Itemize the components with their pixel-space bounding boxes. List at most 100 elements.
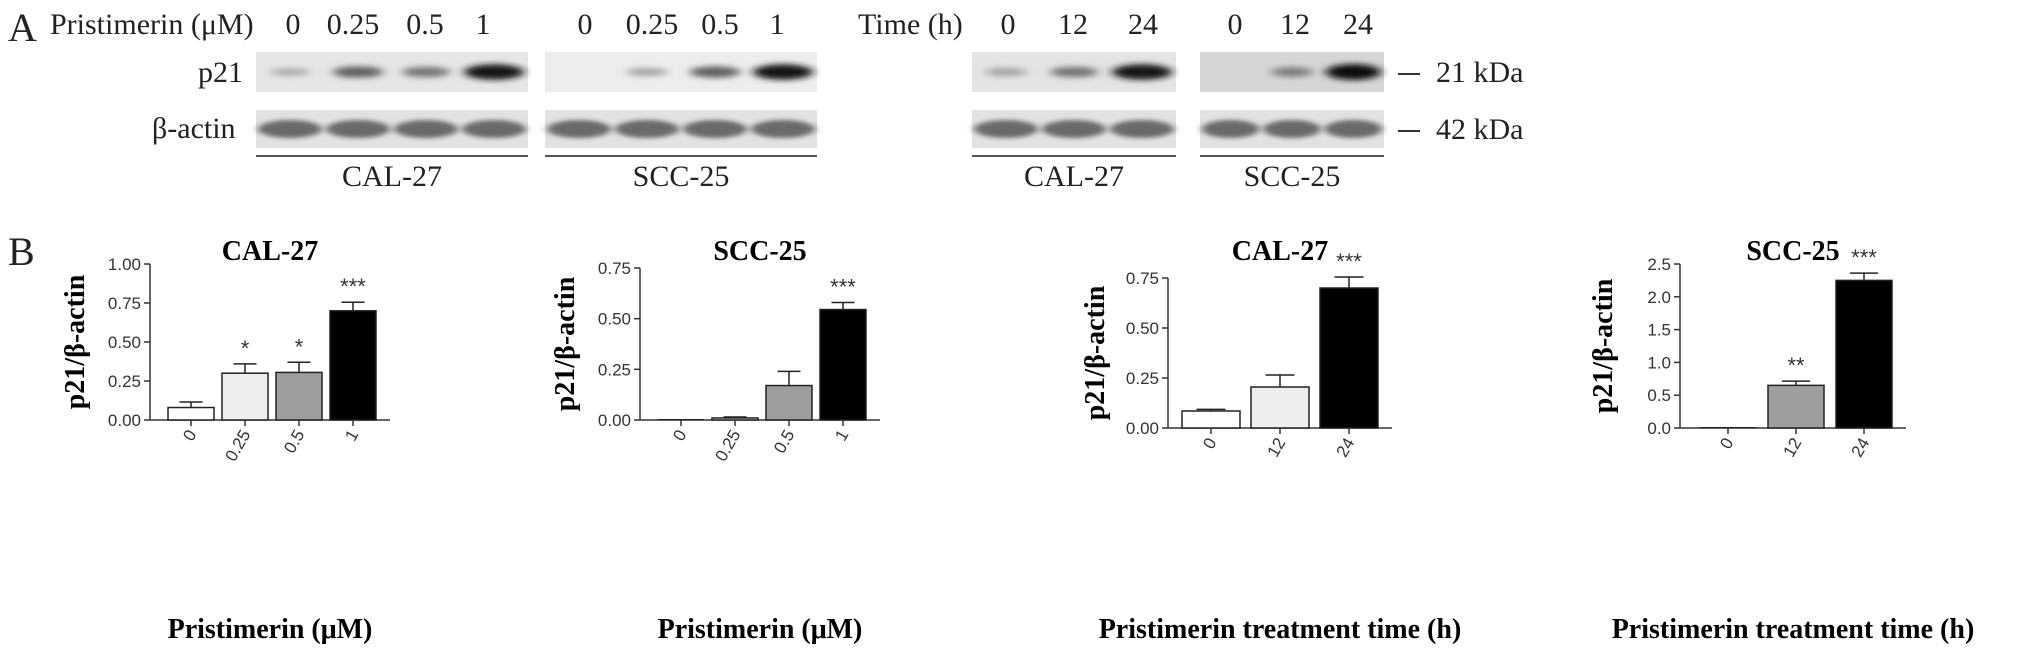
x-axis-label: Pristimerin (μM) (168, 614, 373, 645)
p21-band (689, 66, 741, 78)
bar (1319, 287, 1379, 429)
cell-line-label-time-scc25: SCC-25 (1243, 160, 1341, 193)
p21-band (463, 64, 525, 80)
y-axis-label: p21/β-actin (550, 276, 581, 411)
p21-band (984, 68, 1028, 76)
bar-chart-2: SCC-25 0.00 0.25 0.50 0.75 p21/β-actin 0 0.25 0.… (550, 236, 880, 645)
y-tick-label: 0.50 (108, 333, 141, 352)
time-scc25-cond-0: 0 (1227, 8, 1243, 41)
x-axis-label: Pristimerin treatment time (h) (1612, 614, 1975, 645)
bar-chart-1: CAL-27 0.00 0.25 0.50 0.75 1.00 p21/β-actin 0 * 0… (60, 236, 390, 645)
x-tick-label: 0 (669, 427, 690, 445)
p21-band (625, 68, 669, 76)
dose-scc25-cond-2: 0.5 (701, 8, 739, 41)
dose-header: Pristimerin (μM) (50, 8, 254, 41)
bar (1835, 279, 1893, 429)
dose-scc25-cond-1: 0.25 (625, 8, 679, 41)
bar (329, 310, 377, 421)
actin-band (258, 120, 322, 138)
x-tick-label: 1 (831, 427, 852, 445)
kda-label-42: 42 kDa (1436, 113, 1524, 146)
y-tick-label: 2.0 (1647, 288, 1671, 307)
significance-mark: *** (830, 274, 856, 299)
x-tick-label: 0 (179, 427, 200, 445)
p21-band (1325, 64, 1381, 80)
y-tick-label: 0.75 (1126, 269, 1159, 288)
actin-band (974, 120, 1038, 138)
y-axis-label: p21/β-actin (1588, 278, 1619, 413)
underline-time-scc25 (1200, 155, 1384, 157)
x-tick-label: 0.25 (221, 427, 254, 465)
actin-band (683, 120, 747, 138)
x-tick-label: 0 (1199, 435, 1220, 453)
y-tick-label: 2.5 (1647, 255, 1671, 274)
underline-dose-cal27 (256, 155, 528, 157)
x-axis-label: Pristimerin treatment time (h) (1099, 614, 1462, 645)
actin-band (1042, 120, 1106, 138)
p21-band (752, 64, 814, 80)
y-axis-label: p21/β-actin (60, 274, 91, 409)
x-tick-label: 24 (1848, 435, 1874, 461)
bar-chart-3: CAL-27 0.00 0.25 0.50 0.75 p21/β-actin 0 12 *** 2… (1080, 236, 1462, 645)
p21-band (269, 68, 311, 76)
time-scc25-cond-2: 24 (1343, 8, 1373, 41)
y-tick-label: 0.5 (1647, 386, 1671, 405)
time-cal27-cond-0: 0 (1000, 8, 1016, 41)
p21-band (1270, 67, 1314, 77)
actin-band (1110, 120, 1174, 138)
y-tick-label: 0.0 (1647, 419, 1671, 438)
chart-title: SCC-25 (713, 236, 806, 267)
dose-cal27-cond-1: 0.25 (326, 8, 380, 41)
significance-mark: *** (1851, 245, 1877, 270)
x-tick-label: 0.25 (711, 427, 744, 465)
y-axis-label: p21/β-actin (1080, 285, 1111, 420)
x-tick-label: 0 (1716, 435, 1737, 453)
x-tick-label: 1 (341, 427, 362, 445)
actin-band (1324, 120, 1383, 138)
actin-band (462, 120, 526, 138)
dose-cal27-cond-2: 0.5 (406, 8, 444, 41)
row-label-beta-actin: β-actin (152, 112, 236, 145)
bar (765, 384, 813, 421)
p21-band (332, 66, 384, 78)
bar (1181, 410, 1241, 429)
y-tick-label: 0.50 (598, 310, 631, 329)
dose-scc25-cond-0: 0 (577, 8, 593, 41)
y-tick-label: 1.00 (108, 255, 141, 274)
kda-tick-21 (1398, 73, 1420, 75)
significance-mark: *** (340, 274, 366, 299)
significance-mark: * (241, 336, 250, 361)
significance-mark: ** (1787, 353, 1805, 378)
dose-cal27-cond-3: 1 (475, 8, 491, 41)
x-axis-label: Pristimerin (μM) (658, 614, 863, 645)
bar (711, 417, 759, 421)
y-tick-label: 0.00 (108, 411, 141, 430)
western-blot-image (256, 52, 1384, 148)
bar (275, 371, 323, 421)
panel-b-letter: B (8, 229, 35, 274)
bar (167, 406, 215, 421)
actin-band (1201, 120, 1260, 138)
actin-band (326, 120, 390, 138)
y-tick-label: 0.25 (108, 372, 141, 391)
cell-line-label-dose-scc25: SCC-25 (632, 160, 730, 193)
y-tick-label: 0.50 (1126, 319, 1159, 338)
y-tick-label: 1.0 (1647, 353, 1671, 372)
x-tick-label: 12 (1780, 435, 1806, 461)
actin-band (751, 120, 815, 138)
cell-line-label-dose-cal27: CAL-27 (342, 160, 442, 193)
x-tick-label: 0.5 (280, 427, 308, 457)
dose-scc25-cond-3: 1 (769, 8, 785, 41)
dose-cal27-cond-0: 0 (285, 8, 301, 41)
bar (221, 372, 269, 421)
x-tick-label: 12 (1264, 435, 1290, 461)
time-scc25-cond-1: 12 (1280, 8, 1310, 41)
kda-label-21: 21 kDa (1436, 56, 1524, 89)
y-tick-label: 0.00 (1126, 419, 1159, 438)
cell-line-label-time-cal27: CAL-27 (1024, 160, 1124, 193)
y-tick-label: 0.75 (598, 259, 631, 278)
p21-band (1049, 66, 1099, 78)
actin-band (1263, 120, 1321, 138)
significance-mark: *** (1336, 249, 1362, 274)
underline-dose-scc25 (545, 155, 817, 157)
